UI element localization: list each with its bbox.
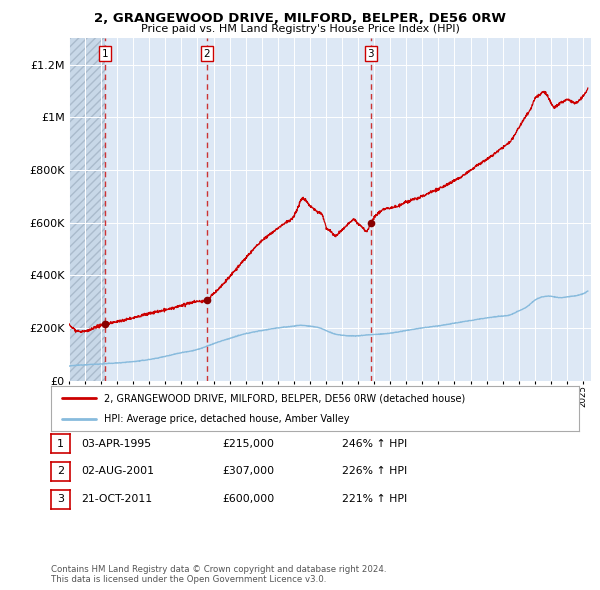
Text: 221% ↑ HPI: 221% ↑ HPI [342,494,407,504]
Text: 1: 1 [57,439,64,448]
Bar [69,38,105,381]
Text: 2: 2 [57,467,64,476]
Text: £600,000: £600,000 [222,494,274,504]
Text: 21-OCT-2011: 21-OCT-2011 [81,494,152,504]
Text: £215,000: £215,000 [222,439,274,448]
Text: 2, GRANGEWOOD DRIVE, MILFORD, BELPER, DE56 0RW: 2, GRANGEWOOD DRIVE, MILFORD, BELPER, DE… [94,12,506,25]
Text: 3: 3 [57,494,64,504]
Text: Contains HM Land Registry data © Crown copyright and database right 2024.
This d: Contains HM Land Registry data © Crown c… [51,565,386,584]
Text: 3: 3 [368,49,374,59]
Text: HPI: Average price, detached house, Amber Valley: HPI: Average price, detached house, Ambe… [104,414,349,424]
Text: 226% ↑ HPI: 226% ↑ HPI [342,467,407,476]
Text: 1: 1 [102,49,109,59]
Text: Price paid vs. HM Land Registry's House Price Index (HPI): Price paid vs. HM Land Registry's House … [140,24,460,34]
Text: 03-APR-1995: 03-APR-1995 [81,439,151,448]
Text: £307,000: £307,000 [222,467,274,476]
Text: 2: 2 [203,49,210,59]
Bar [69,38,105,381]
Text: 2, GRANGEWOOD DRIVE, MILFORD, BELPER, DE56 0RW (detached house): 2, GRANGEWOOD DRIVE, MILFORD, BELPER, DE… [104,394,465,404]
Text: 246% ↑ HPI: 246% ↑ HPI [342,439,407,448]
Text: 02-AUG-2001: 02-AUG-2001 [81,467,154,476]
